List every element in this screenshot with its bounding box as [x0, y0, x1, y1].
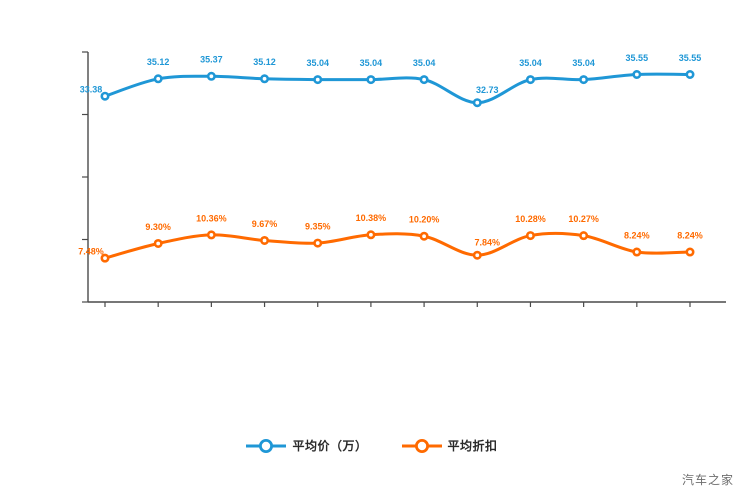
data-label: 10.28%	[515, 214, 546, 224]
data-point-marker[interactable]	[579, 231, 589, 241]
data-label: 32.73	[476, 85, 499, 95]
data-point-marker[interactable]	[313, 238, 323, 248]
data-point-marker[interactable]	[579, 75, 589, 85]
watermark: 汽车之家	[681, 473, 734, 487]
y-axis-ticks	[82, 51, 88, 303]
circle-outline-icon	[401, 438, 442, 454]
data-point-marker[interactable]	[206, 71, 216, 81]
series-price	[100, 70, 695, 108]
data-label: 10.27%	[568, 214, 599, 224]
legend-item-price[interactable]: 平均价（万）	[246, 437, 367, 454]
data-label: 35.04	[413, 58, 436, 68]
data-point-marker[interactable]	[313, 75, 323, 85]
data-label: 8.24%	[624, 230, 650, 240]
data-point-marker[interactable]	[472, 98, 482, 108]
chart-axes	[82, 51, 726, 307]
data-point-marker[interactable]	[366, 75, 376, 85]
chart-data-labels: 33.38 35.12 35.37 35.12 35.04 35.04 35.04 32.73…	[78, 53, 703, 257]
data-label: 33.38	[80, 85, 103, 95]
series-line	[103, 231, 692, 260]
data-point-marker[interactable]	[685, 70, 695, 80]
data-label: 35.04	[306, 58, 329, 68]
data-label: 10.36%	[196, 213, 227, 223]
data-point-marker[interactable]	[100, 253, 110, 263]
data-point-marker[interactable]	[685, 247, 695, 257]
data-point-marker[interactable]	[153, 74, 163, 84]
data-label: 35.04	[360, 58, 383, 68]
data-label: 35.55	[626, 53, 649, 63]
data-point-marker[interactable]	[632, 247, 642, 257]
data-label: 35.12	[253, 57, 276, 67]
legend-label-discount: 平均折扣	[447, 439, 498, 453]
circle-outline-icon	[246, 438, 287, 454]
data-point-marker[interactable]	[419, 75, 429, 85]
data-label: 35.37	[200, 55, 223, 65]
data-point-marker[interactable]	[632, 70, 642, 80]
data-label: 35.55	[679, 53, 702, 63]
data-point-marker[interactable]	[206, 230, 216, 240]
x-axis-ticks	[104, 302, 691, 307]
data-label: 35.04	[519, 58, 542, 68]
data-point-marker[interactable]	[153, 238, 163, 248]
chart-series-group	[100, 70, 695, 263]
data-label: 9.35%	[305, 221, 331, 231]
data-point-marker[interactable]	[260, 74, 270, 84]
data-label: 10.20%	[409, 215, 440, 225]
data-label: 35.12	[147, 57, 170, 67]
data-label: 35.04	[572, 58, 595, 68]
data-point-marker[interactable]	[525, 75, 535, 85]
data-point-marker[interactable]	[260, 235, 270, 245]
data-label: 9.30%	[145, 222, 171, 232]
series-line	[103, 72, 692, 105]
series-discount	[100, 230, 695, 263]
data-point-marker[interactable]	[525, 231, 535, 241]
data-label: 10.38%	[356, 213, 387, 223]
data-label: 9.67%	[252, 219, 278, 229]
data-point-marker[interactable]	[100, 91, 110, 101]
chart-legend: 平均价（万） 平均折扣	[0, 437, 744, 454]
data-label: 7.84%	[475, 238, 501, 248]
legend-item-discount[interactable]: 平均折扣	[401, 437, 498, 454]
data-point-marker[interactable]	[366, 230, 376, 240]
data-label: 8.24%	[677, 230, 703, 240]
data-point-marker[interactable]	[419, 231, 429, 241]
data-label: 7.48%	[78, 247, 104, 257]
data-point-marker[interactable]	[472, 250, 482, 260]
legend-label-price: 平均价（万）	[292, 439, 368, 453]
